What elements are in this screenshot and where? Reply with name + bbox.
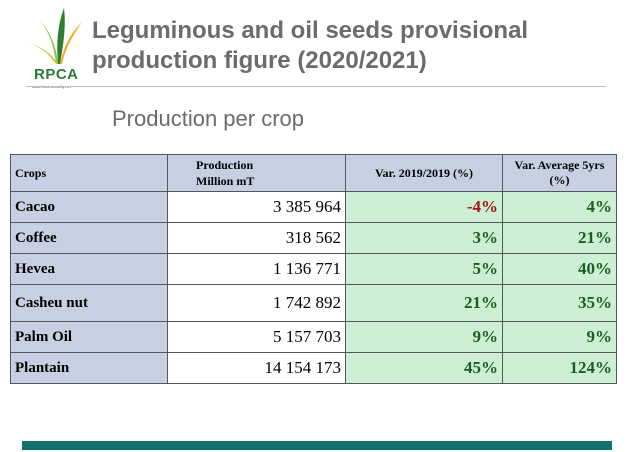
var-year-cell: 9%: [345, 321, 503, 353]
production-cell: 318 562: [167, 222, 346, 254]
header-var-year: Var. 2019/2019 (%): [345, 154, 503, 192]
crop-cell: Cacao: [10, 191, 168, 223]
var-avg-cell: 40%: [502, 253, 617, 285]
var-avg-cell: 4%: [502, 191, 617, 223]
var-year-cell: 21%: [345, 284, 503, 322]
header-crops: Crops: [10, 154, 168, 192]
header-production: Production Million mT: [167, 154, 346, 192]
header-var-avg: Var. Average 5yrs (%): [502, 154, 617, 192]
production-cell: 14 154 173: [167, 352, 346, 384]
table-header-row: Crops Production Million mT Var. 2019/20…: [10, 154, 617, 192]
header-production-line2: Million mT: [196, 174, 255, 188]
logo-text: RPCA: [34, 66, 79, 83]
table-row: Cacao 3 385 964 -4% 4%: [10, 191, 617, 223]
title-line-2: production figure (2020/2021): [92, 47, 427, 74]
table-row: Hevea 1 136 771 5% 40%: [10, 253, 617, 285]
var-avg-cell: 35%: [502, 284, 617, 322]
production-cell: 5 157 703: [167, 321, 346, 353]
footer-accent-bar: [22, 441, 612, 450]
var-avg-cell: 124%: [502, 352, 617, 384]
production-table: Crops Production Million mT Var. 2019/20…: [10, 154, 617, 384]
production-cell: 1 742 892: [167, 284, 346, 322]
header-production-line1: Production: [196, 158, 254, 172]
table-row: Palm Oil 5 157 703 9% 9%: [10, 321, 617, 353]
var-avg-cell: 9%: [502, 321, 617, 353]
var-year-cell: 45%: [345, 352, 503, 384]
var-year-cell: 3%: [345, 222, 503, 254]
crop-cell: Coffee: [10, 222, 168, 254]
wheat-leaf-icon: [30, 8, 82, 64]
production-cell: 3 385 964: [167, 191, 346, 223]
rpca-logo: RPCA www.food-security.net: [26, 6, 90, 92]
crop-cell: Plantain: [10, 352, 168, 384]
var-year-cell: -4%: [345, 191, 503, 223]
production-cell: 1 136 771: [167, 253, 346, 285]
var-avg-cell: 21%: [502, 222, 617, 254]
crop-cell: Palm Oil: [10, 321, 168, 353]
table-row: Coffee 318 562 3% 21%: [10, 222, 617, 254]
var-year-cell: 5%: [345, 253, 503, 285]
title-line-1: Leguminous and oil seeds provisional: [92, 17, 529, 44]
crop-cell: Casheu nut: [10, 284, 168, 322]
table-row: Plantain 14 154 173 45% 124%: [10, 352, 617, 384]
subtitle: Production per crop: [112, 106, 304, 131]
table-row: Casheu nut 1 742 892 21% 35%: [10, 284, 617, 322]
page-title: Leguminous and oil seeds provisional pro…: [92, 16, 632, 76]
title-divider: [26, 86, 606, 87]
crop-cell: Hevea: [10, 253, 168, 285]
